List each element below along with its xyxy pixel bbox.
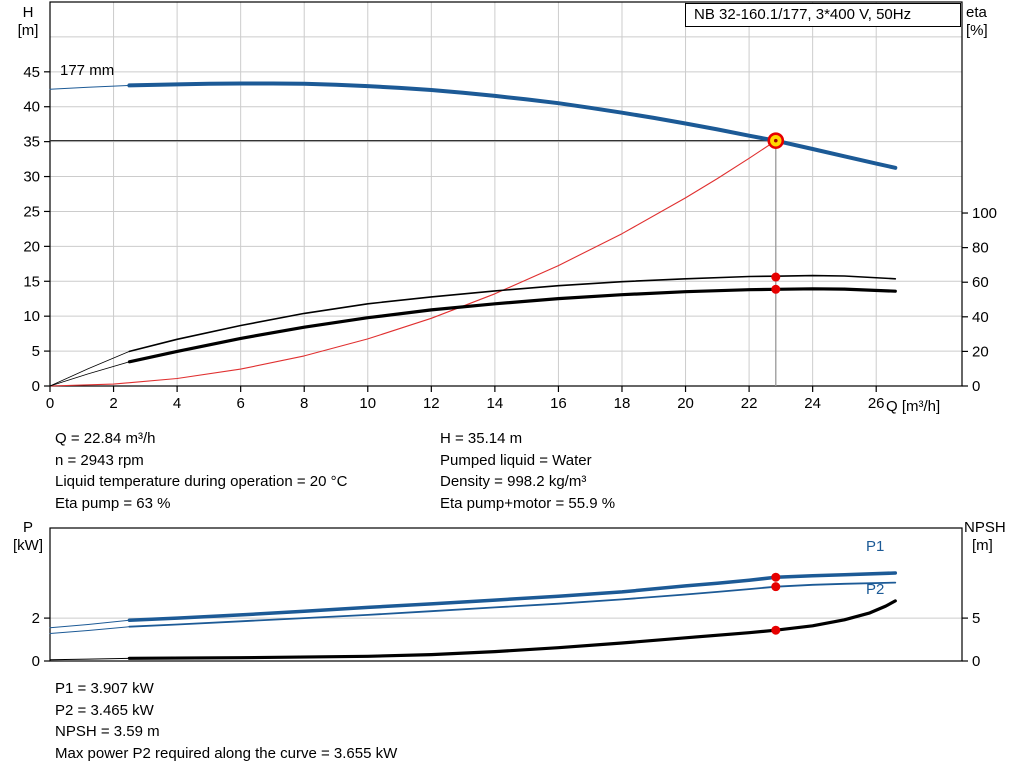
svg-text:18: 18 <box>614 395 631 412</box>
svg-text:100: 100 <box>972 205 997 222</box>
svg-text:2: 2 <box>109 395 117 412</box>
svg-text:20: 20 <box>677 395 694 412</box>
svg-text:10: 10 <box>23 308 40 325</box>
info-liquid-temperature: Liquid temperature during operation = 20… <box>55 473 348 490</box>
npsh-axis-unit: [m] <box>972 537 993 554</box>
svg-text:15: 15 <box>23 273 40 290</box>
q-axis-label: Q [m³/h] <box>886 398 941 415</box>
svg-text:0: 0 <box>972 378 980 395</box>
p1-curve-label: P1 <box>866 538 885 555</box>
svg-text:0: 0 <box>32 378 40 395</box>
svg-text:26: 26 <box>868 395 885 412</box>
svg-text:12: 12 <box>423 395 440 412</box>
info-density: Density = 998.2 kg/m³ <box>440 473 587 490</box>
svg-text:6: 6 <box>236 395 244 412</box>
svg-text:0: 0 <box>46 395 54 412</box>
p-axis-label: P <box>22 519 33 536</box>
eta-axis-label: eta <box>966 4 987 21</box>
svg-text:16: 16 <box>550 395 567 412</box>
impeller-size-label: 177 mm <box>60 62 115 79</box>
svg-text:8: 8 <box>300 395 308 412</box>
svg-text:20: 20 <box>23 238 40 255</box>
result-p2: P2 = 3.465 kW <box>55 701 154 719</box>
svg-text:5: 5 <box>32 343 40 360</box>
svg-text:80: 80 <box>972 240 989 257</box>
svg-text:25: 25 <box>23 203 40 220</box>
results-block: P1 = 3.907 kW P2 = 3.465 kW NPSH = 3.59 … <box>55 678 397 764</box>
svg-text:22: 22 <box>741 395 758 412</box>
svg-text:0: 0 <box>32 653 40 670</box>
result-p1: P1 = 3.907 kW <box>55 680 154 697</box>
eta-axis-unit: [%] <box>966 22 988 39</box>
svg-text:2: 2 <box>32 610 40 627</box>
h-axis-label: H <box>22 4 34 21</box>
svg-text:4: 4 <box>173 395 181 412</box>
duty-info-right: H = 35.14 m Pumped liquid = Water Densit… <box>440 428 615 514</box>
svg-text:0: 0 <box>972 653 980 670</box>
result-npsh: NPSH = 3.59 m <box>55 723 160 740</box>
pump-type-title: NB 32-160.1/177, 3*400 V, 50Hz <box>685 3 961 27</box>
info-flow: Q = 22.84 m³/h <box>55 430 156 447</box>
svg-text:45: 45 <box>23 64 40 81</box>
result-max-power: Max power P2 required along the curve = … <box>55 744 398 762</box>
svg-text:20: 20 <box>972 343 989 360</box>
info-speed: n = 2943 rpm <box>55 451 144 469</box>
svg-text:14: 14 <box>487 395 504 412</box>
svg-text:40: 40 <box>23 99 40 116</box>
svg-text:10: 10 <box>359 395 376 412</box>
svg-text:24: 24 <box>804 395 821 412</box>
npsh-axis-label: NPSH <box>964 519 1006 536</box>
info-head: H = 35.14 m <box>440 430 523 447</box>
svg-text:35: 35 <box>23 134 40 151</box>
info-eta-pump-motor: Eta pump+motor = 55.9 % <box>440 494 616 512</box>
p2-curve-label: P2 <box>866 581 885 598</box>
svg-text:30: 30 <box>23 169 40 186</box>
svg-text:60: 60 <box>972 274 989 291</box>
svg-text:5: 5 <box>972 610 980 627</box>
p-axis-unit: [kW] <box>13 537 43 554</box>
h-axis-unit: [m] <box>17 22 39 39</box>
duty-info-left: Q = 22.84 m³/h n = 2943 rpm Liquid tempe… <box>55 428 347 514</box>
info-pumped-liquid: Pumped liquid = Water <box>440 451 592 469</box>
svg-text:40: 40 <box>972 309 989 326</box>
info-eta-pump: Eta pump = 63 % <box>55 494 171 512</box>
